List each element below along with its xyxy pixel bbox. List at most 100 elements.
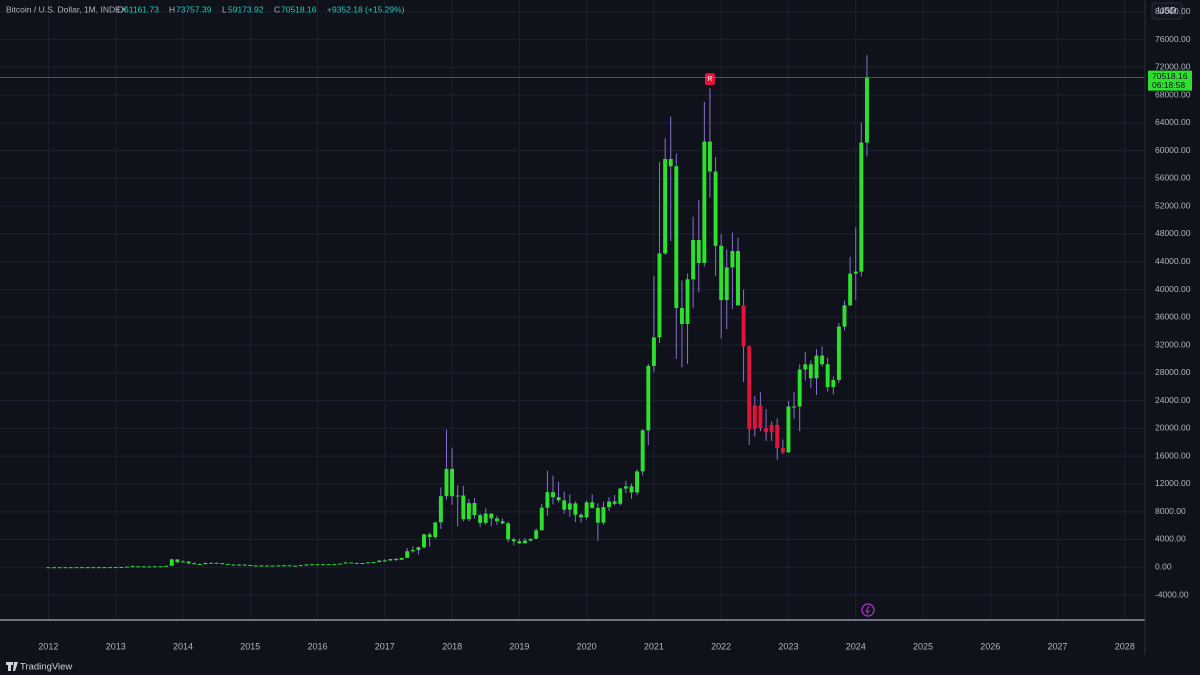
candle-body — [136, 566, 141, 568]
candle-body — [517, 541, 522, 544]
candle-body — [147, 566, 152, 568]
event-icon[interactable] — [861, 603, 875, 617]
candle-body — [758, 405, 763, 429]
x-tick-label: 2019 — [509, 641, 529, 651]
candle-body — [511, 539, 516, 542]
candle-body — [287, 565, 292, 567]
price-tag-value: 70518.16 — [1152, 71, 1188, 81]
x-tick-label: 2017 — [375, 641, 395, 651]
candle-body — [63, 567, 68, 569]
candle-body — [52, 567, 56, 569]
x-tick-label: 2027 — [1048, 641, 1068, 651]
candle-body — [91, 567, 96, 569]
y-tick-label: 28000.00 — [1155, 367, 1191, 377]
candle-body — [169, 559, 174, 566]
x-tick-label: 2015 — [240, 641, 260, 651]
candle-body — [46, 567, 51, 569]
candle-body — [298, 565, 303, 567]
candle-body — [848, 273, 853, 306]
candle-body — [764, 428, 769, 433]
candle-body — [489, 513, 494, 519]
candle-body — [836, 326, 841, 380]
candle-body — [786, 406, 791, 453]
x-tick-label: 2020 — [577, 641, 597, 651]
y-tick-label: 0.00 — [1155, 561, 1172, 571]
candle-body — [237, 564, 241, 566]
candle-body — [130, 566, 135, 568]
candle-body — [203, 562, 208, 565]
y-tick-label: 56000.00 — [1155, 173, 1191, 183]
currency-button[interactable] — [1151, 2, 1183, 20]
candle-body — [276, 565, 281, 567]
candle-body — [679, 308, 684, 324]
candle-body — [539, 507, 544, 531]
candle-body — [736, 251, 740, 306]
y-tick-label: 20000.00 — [1155, 423, 1191, 433]
candle-body — [192, 563, 197, 565]
candle-body — [590, 502, 595, 508]
candle-body — [747, 346, 752, 429]
y-tick-label: 8000.00 — [1155, 506, 1186, 516]
header: Bitcoin / U.S. Dollar, 1M, INDEX O 61161… — [6, 4, 405, 14]
candle-body — [394, 558, 399, 560]
candle-body — [657, 253, 662, 338]
candle-body — [612, 501, 617, 504]
candle-body — [304, 564, 309, 566]
open-value: 61161.73 — [124, 4, 159, 14]
low-value: 59173.92 — [228, 4, 264, 14]
candle-body — [248, 565, 253, 567]
candle-body — [629, 486, 634, 493]
candle-body — [354, 562, 359, 564]
candle-body — [685, 279, 690, 324]
candle-body — [181, 561, 185, 563]
candle-body — [584, 502, 589, 518]
candle-body — [724, 267, 729, 301]
y-tick-label: 72000.00 — [1155, 62, 1191, 72]
candle-body — [528, 538, 533, 541]
candle-body — [225, 563, 230, 565]
candle-body — [663, 158, 668, 254]
candle-body — [696, 240, 701, 263]
candle-body — [444, 468, 449, 497]
y-tick-label: 12000.00 — [1155, 478, 1191, 488]
candle-body — [113, 567, 118, 569]
candle-body — [455, 495, 460, 497]
candle-body — [253, 565, 258, 567]
candle-body — [579, 514, 584, 518]
candle-body — [461, 495, 466, 520]
price-tag — [1148, 70, 1192, 91]
candle-body — [820, 355, 825, 365]
candle-body — [545, 492, 550, 508]
candle-body — [80, 567, 85, 569]
candle-body — [438, 496, 443, 523]
candle-body — [483, 513, 488, 523]
candle-body — [803, 364, 808, 370]
x-tick-label: 2024 — [846, 641, 866, 651]
price-tag-countdown: 06:18:58 — [1152, 80, 1185, 90]
candle-body — [377, 560, 382, 563]
candle-body — [567, 503, 572, 510]
candle-body — [220, 563, 225, 565]
candle-body — [74, 567, 79, 569]
candle-body — [422, 534, 426, 548]
currency[interactable]: USD — [1157, 5, 1177, 15]
candle-body — [640, 430, 645, 472]
candle-body — [427, 534, 432, 538]
candle-body — [433, 522, 438, 538]
y-tick-label: 48000.00 — [1155, 228, 1191, 238]
candle-body — [197, 564, 202, 566]
candle-body — [281, 565, 286, 567]
candle-body — [119, 567, 124, 569]
candle-body — [85, 567, 90, 569]
x-tick-label: 2023 — [778, 641, 798, 651]
candle-body — [651, 337, 656, 366]
candle-body — [506, 523, 511, 540]
candle-body — [309, 564, 314, 566]
candle-body — [209, 562, 214, 564]
candle-body — [674, 166, 679, 309]
candle-body — [534, 530, 539, 539]
candle-body — [500, 521, 505, 524]
candle-body — [293, 565, 298, 567]
candle-body — [416, 547, 421, 551]
